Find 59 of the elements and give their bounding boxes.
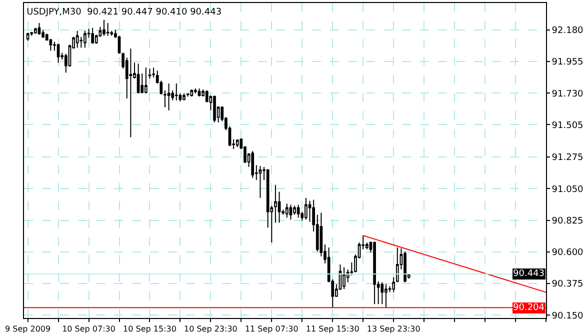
- y-tick-label: 91.955: [552, 58, 584, 68]
- candlestick: [258, 166, 262, 198]
- candlestick: [380, 282, 384, 305]
- candlestick: [194, 88, 197, 94]
- candlestick: [285, 203, 288, 218]
- y-tick-label: 90.600: [552, 248, 584, 258]
- y-tick-label: 90.825: [552, 216, 584, 226]
- candlestick: [34, 27, 37, 34]
- candlestick: [396, 246, 399, 283]
- candlestick: [56, 43, 60, 64]
- y-tick-label: 91.050: [552, 184, 584, 195]
- candlestick: [190, 88, 194, 97]
- candlestick: [304, 197, 308, 220]
- candlestick: [102, 19, 106, 36]
- candlestick: [152, 67, 155, 78]
- x-tick-label: 11 Sep 15:30: [306, 324, 360, 334]
- text: USDJPY,M30 90.421 90.447 90.410 90.443: [26, 8, 222, 18]
- candlestick: [182, 92, 186, 101]
- candlestick: [167, 83, 170, 111]
- candlestick: [106, 22, 110, 36]
- candlestick: [84, 30, 86, 48]
- candlestick: [213, 94, 216, 123]
- candlestick: [148, 68, 152, 79]
- y-tick-label: 92.180: [552, 26, 584, 36]
- candlestick: [373, 241, 376, 305]
- candlestick: [392, 276, 396, 293]
- x-tick-label: 13 Sep 23:30: [366, 324, 420, 334]
- candlestick: [289, 204, 292, 220]
- x-tick-label: 10 Sep 07:30: [62, 324, 116, 334]
- candlestick: [404, 251, 406, 283]
- y-tick-label: 90.375: [552, 280, 584, 290]
- candlestick: [342, 266, 346, 290]
- candlestick: [186, 92, 190, 97]
- x-tick-label: 10 Sep 23:30: [184, 324, 238, 334]
- candlestick: [76, 30, 79, 48]
- candlestick: [251, 150, 254, 178]
- candlestick: [174, 83, 178, 101]
- candlestick: [49, 38, 52, 52]
- candlestick: [38, 22, 41, 36]
- x-tick-label: 11 Sep 07:30: [244, 324, 298, 334]
- x-tick-label: 10 Sep 15:30: [123, 324, 176, 334]
- candlestick: [91, 27, 94, 44]
- candlestick: [144, 67, 148, 94]
- candlestick: [198, 88, 201, 97]
- candlestick: [236, 138, 239, 148]
- y-tick-label: 91.505: [552, 120, 584, 131]
- y-tick-label: 91.730: [552, 89, 584, 100]
- candlestick: [293, 205, 296, 216]
- candlestick: [384, 284, 388, 308]
- candlestick: [129, 48, 132, 138]
- candlestick: [296, 204, 300, 218]
- ref-line-label: 90.443: [513, 269, 544, 279]
- candlestick: [26, 32, 30, 42]
- y-tick-label: 91.275: [552, 153, 584, 164]
- candlestick: [136, 63, 140, 94]
- y-tick-label: 90.150: [552, 311, 584, 322]
- ref-line-label: 90.204: [513, 303, 545, 313]
- candlestick: [274, 184, 277, 224]
- x-tick-label: 9 Sep 2009: [4, 324, 51, 334]
